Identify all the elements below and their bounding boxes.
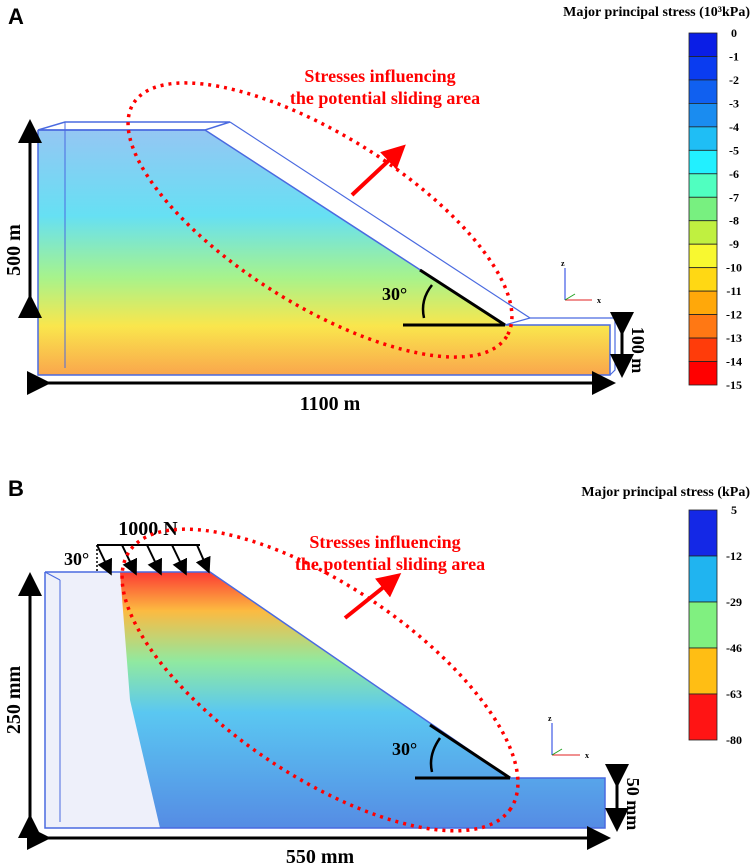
colorbar-band [688,173,718,198]
panel-b-letter: B [8,476,24,501]
panel-b-width-label: 550 mm [286,846,355,867]
colorbar-band [688,601,718,649]
panel-b-annotation-line1: Stresses influencing [309,532,460,552]
colorbar-tick-label: -11 [726,284,741,298]
colorbar-tick-label: -2 [729,73,739,87]
colorbar-band [688,361,718,386]
colorbar-tick-label: -29 [726,595,742,609]
colorbar-tick-label: -14 [726,355,742,369]
colorbar-band [688,243,718,269]
panel-a-angle-label: 30° [382,284,407,304]
colorbar-band [688,290,718,315]
colorbar-tick-label: -1 [729,49,739,63]
colorbar-band [688,32,718,57]
colorbar-tick-label: -46 [726,641,742,655]
panel-a-height-label: 500 m [3,224,25,276]
colorbar-band [688,647,718,695]
panel-a-axis-x: x [597,296,601,305]
colorbar-tick-label: 0 [731,26,737,40]
panel-a-toe-height-label: 100 m [628,327,648,374]
colorbar-tick-label: -9 [729,237,739,251]
colorbar-band [688,220,718,245]
panel-b-axis-triad: z x [548,714,589,760]
colorbar-tick-label: -4 [729,120,739,134]
colorbar-tick-label: 5 [731,503,737,517]
colorbar-tick-label: -6 [729,167,739,181]
panel-a-annotation-line1: Stresses influencing [304,66,455,86]
colorbar-band [688,555,718,603]
panel-b-load-label: 1000 N [118,518,178,540]
colorbar-tick-label: -15 [726,378,742,392]
colorbar-tick-label: -13 [726,331,742,345]
colorbar-tick-label: -3 [729,96,739,110]
panel-a-angle-marker [403,268,506,327]
colorbar-tick-label: -12 [726,549,742,563]
panel-a-colorbar-title: Major principal stress (10³kPa) [563,5,750,20]
colorbar-band [688,337,718,362]
panel-b-height-label: 250 mm [3,666,25,735]
panel-a-slope-model [37,121,616,376]
panel-a-letter: A [8,4,24,29]
colorbar-tick-label: -10 [726,261,742,275]
panel-b-annotation-line2: the potential sliding area [295,554,485,574]
colorbar-tick-label: -12 [726,308,742,322]
panel-b-axis-z: z [548,714,552,723]
colorbar-band [688,126,718,151]
panel-b-angle-marker [415,723,511,780]
panel-a-width-label: 1100 m [300,393,361,415]
panel-b-sliding-area-ellipse [120,527,520,833]
panel-b-angle-label: 30° [392,739,417,759]
colorbar-band [688,79,718,104]
colorbar-band [688,267,718,292]
panel-b-axis-x: x [585,751,589,760]
colorbar-tick-label: -7 [729,190,739,204]
panel-b-colorbar-title: Major principal stress (kPa) [581,485,750,500]
colorbar-band [688,103,718,128]
panel-a-axis-z: z [561,259,565,268]
colorbar-tick-label: -5 [729,143,739,157]
panel-a-sliding-area-ellipse [126,81,514,359]
panel-b-load-arrows [96,544,211,576]
panel-b-slope-model [44,571,606,829]
colorbar-band [688,196,718,222]
colorbar-band [688,56,718,81]
colorbar-band [688,149,718,175]
colorbar-band [688,314,718,339]
panel-a-colorbar: 0 -1 -2 -3 -4 -5 -6 -7 -8 -9 -10 -11 -12 -13 -14 -15 [688,26,742,392]
colorbar-tick-label: -8 [729,214,739,228]
panel-b-colorbar: 5 -12 -29 -46 -63 -80 [688,503,742,747]
panel-a-annotation-arrow [350,144,406,197]
colorbar-band [688,509,718,557]
colorbar-tick-label: -80 [726,733,742,747]
panel-b-load-angle-label: 30° [64,549,89,569]
colorbar-band [688,693,718,741]
colorbar-tick-label: -63 [726,687,742,701]
panel-b-annotation-arrow [343,573,402,620]
panel-a-annotation-line2: the potential sliding area [290,88,480,108]
panel-a-axis-triad: z x [561,259,601,305]
panel-b-toe-height-label: 50 mm [623,778,643,831]
